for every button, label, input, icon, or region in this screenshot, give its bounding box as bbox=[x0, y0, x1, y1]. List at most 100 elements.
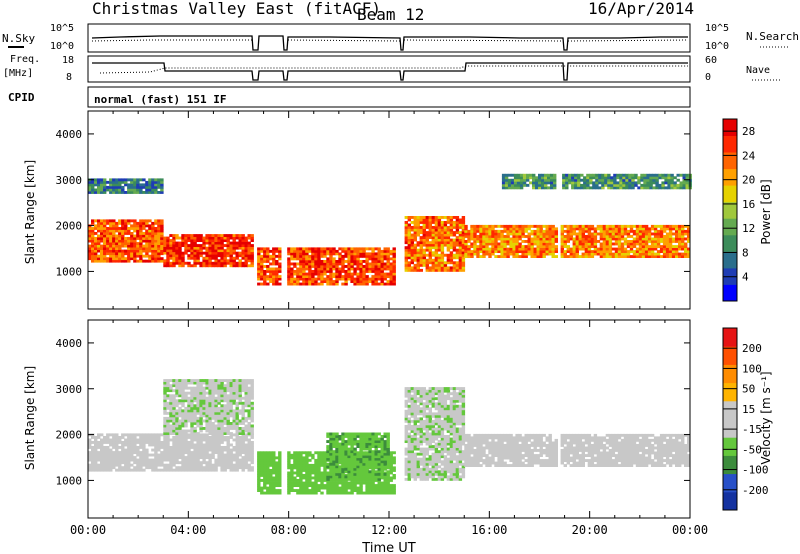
data-cell bbox=[275, 275, 279, 278]
data-cell bbox=[488, 227, 492, 231]
data-cell bbox=[317, 474, 321, 477]
data-cell bbox=[407, 261, 411, 265]
data-cell bbox=[269, 458, 273, 462]
data-cell bbox=[160, 252, 164, 256]
data-cell bbox=[272, 270, 276, 273]
data-cell bbox=[455, 236, 460, 239]
data-cell bbox=[326, 489, 330, 492]
data-cell bbox=[226, 414, 230, 418]
data-cell bbox=[244, 379, 248, 382]
data-cell bbox=[109, 249, 113, 253]
data-cell bbox=[428, 261, 432, 265]
data-cell bbox=[142, 232, 146, 235]
data-cell bbox=[443, 238, 448, 242]
data-cell bbox=[97, 433, 101, 437]
data-cell bbox=[392, 265, 396, 268]
data-cell bbox=[190, 456, 194, 459]
data-cell bbox=[317, 254, 321, 258]
data-cell bbox=[106, 466, 110, 470]
data-cell bbox=[109, 468, 113, 472]
data-cell bbox=[494, 245, 498, 248]
data-cell bbox=[217, 401, 221, 405]
data-cell bbox=[568, 178, 572, 182]
data-cell bbox=[127, 257, 131, 261]
data-cell bbox=[145, 448, 149, 452]
data-cell bbox=[614, 247, 619, 251]
data-cell bbox=[217, 453, 221, 457]
data-cell bbox=[419, 221, 423, 224]
data-cell bbox=[91, 188, 95, 192]
data-cell bbox=[211, 416, 215, 420]
data-cell bbox=[437, 228, 442, 232]
data-cell bbox=[664, 173, 668, 177]
data-cell bbox=[383, 265, 387, 268]
data-cell bbox=[229, 256, 233, 260]
data-cell bbox=[569, 229, 573, 233]
data-cell bbox=[667, 173, 671, 177]
data-cell bbox=[163, 236, 167, 240]
data-cell bbox=[196, 411, 200, 415]
data-cell bbox=[196, 448, 200, 452]
data-cell bbox=[220, 451, 224, 454]
data-cell bbox=[244, 461, 248, 465]
data-cell bbox=[109, 433, 113, 437]
data-cell bbox=[148, 249, 152, 253]
data-cell bbox=[178, 241, 182, 245]
data-cell bbox=[91, 451, 95, 454]
data-cell bbox=[226, 254, 230, 258]
data-cell bbox=[214, 443, 218, 447]
data-cell bbox=[187, 436, 191, 439]
data-cell bbox=[581, 252, 585, 256]
data-cell bbox=[515, 250, 519, 253]
data-cell bbox=[184, 394, 188, 398]
data-cell bbox=[431, 221, 435, 224]
data-cell bbox=[302, 265, 306, 268]
data-cell bbox=[596, 250, 601, 253]
data-cell bbox=[437, 241, 442, 245]
data-cell bbox=[410, 243, 414, 247]
data-cell bbox=[685, 176, 689, 180]
data-cell bbox=[100, 188, 104, 192]
data-cell bbox=[332, 267, 336, 271]
data-cell bbox=[461, 218, 466, 222]
data-cell bbox=[214, 264, 218, 268]
data-cell bbox=[569, 224, 573, 228]
data-cell bbox=[317, 249, 321, 253]
data-cell bbox=[320, 458, 324, 462]
data-cell bbox=[109, 456, 113, 459]
data-cell bbox=[377, 249, 381, 253]
data-cell bbox=[293, 463, 297, 467]
data-cell bbox=[244, 261, 248, 265]
data-cell bbox=[641, 227, 646, 231]
data-cell bbox=[115, 451, 119, 454]
data-cell bbox=[145, 185, 149, 189]
data-cell bbox=[590, 240, 595, 243]
data-cell bbox=[220, 399, 224, 403]
data-cell bbox=[640, 186, 644, 190]
data-cell bbox=[605, 224, 610, 228]
data-cell bbox=[181, 463, 185, 467]
data-cell bbox=[97, 227, 101, 230]
data-cell bbox=[157, 247, 161, 250]
data-cell bbox=[244, 384, 248, 388]
data-cell bbox=[91, 183, 95, 187]
data-cell bbox=[163, 436, 167, 439]
data-cell bbox=[425, 231, 429, 234]
data-cell bbox=[124, 468, 128, 472]
data-cell bbox=[673, 186, 677, 190]
data-cell bbox=[383, 277, 387, 281]
data-cell bbox=[187, 458, 191, 462]
data-cell bbox=[166, 446, 170, 449]
data-cell bbox=[455, 266, 460, 270]
data-cell bbox=[302, 451, 306, 455]
data-cell bbox=[148, 461, 152, 465]
data-cell bbox=[662, 227, 667, 231]
data-cell bbox=[510, 181, 515, 185]
data-cell bbox=[172, 379, 176, 382]
data-cell bbox=[673, 181, 677, 185]
data-cell bbox=[94, 443, 98, 447]
data-cell bbox=[628, 186, 632, 190]
data-cell bbox=[278, 247, 282, 251]
data-cell bbox=[404, 233, 408, 237]
data-cell bbox=[97, 219, 101, 223]
